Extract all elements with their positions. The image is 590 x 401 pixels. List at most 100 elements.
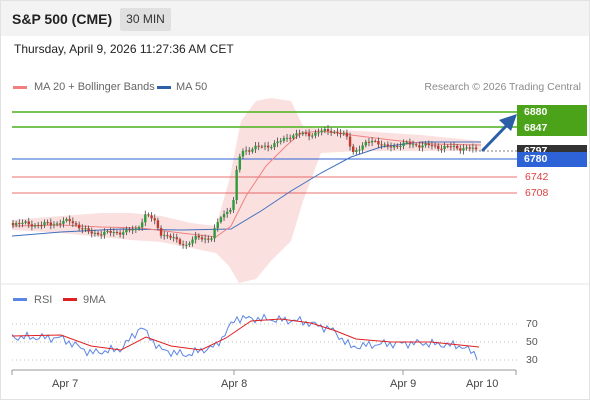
- legend-ma50: MA 50: [176, 81, 208, 93]
- candle-body: [222, 213, 226, 218]
- candle-body: [465, 147, 468, 149]
- rsi-swatch: [13, 298, 27, 301]
- candle-body: [320, 130, 323, 133]
- candle-body: [251, 149, 254, 152]
- x-label-apr10: Apr 10: [466, 378, 499, 390]
- timeframe-button[interactable]: 30 MIN: [120, 8, 171, 31]
- candle-body: [304, 132, 308, 134]
- candle-body: [188, 243, 191, 245]
- candle-body: [185, 244, 188, 246]
- candle-body: [33, 225, 37, 227]
- header-bar: S&P 500 (CME) 30 MIN: [1, 1, 589, 36]
- candle-body: [131, 229, 134, 231]
- candle-body: [459, 148, 462, 151]
- candle-body: [216, 222, 219, 229]
- candle-body: [150, 215, 153, 219]
- ma20-swatch: [13, 86, 27, 89]
- candle-body: [24, 221, 27, 223]
- candle-body: [399, 146, 402, 148]
- candle-body: [166, 235, 169, 237]
- candle-body: [396, 145, 399, 147]
- x-label-apr9: Apr 9: [390, 378, 417, 390]
- candle-body: [244, 150, 248, 152]
- candle-body: [430, 145, 434, 147]
- candle-body: [65, 218, 68, 221]
- candle-body: [389, 146, 393, 148]
- candle-body: [191, 239, 194, 244]
- candle-body: [71, 221, 75, 224]
- candle-body: [455, 145, 459, 149]
- candle-body: [100, 234, 103, 236]
- instrument-title: S&P 500 (CME): [12, 11, 113, 27]
- candle-body: [405, 142, 408, 144]
- candle-body: [449, 146, 453, 148]
- candle-body: [311, 135, 314, 137]
- candle-body: [241, 150, 245, 157]
- candle-body: [93, 232, 97, 234]
- candle-body: [421, 145, 424, 148]
- legend-rsi: RSI: [34, 294, 53, 306]
- candle-body: [402, 142, 405, 147]
- candle-body: [348, 136, 352, 147]
- candle-body: [443, 146, 446, 150]
- candle-body: [333, 131, 336, 133]
- candle-body: [364, 141, 367, 146]
- candle-body: [109, 231, 112, 233]
- candle-body: [27, 221, 30, 225]
- candle-body: [159, 228, 163, 236]
- candle-body: [14, 223, 18, 226]
- candle-body: [37, 225, 40, 227]
- candle-body: [408, 142, 412, 145]
- candle-body: [418, 145, 421, 148]
- candle-body: [301, 132, 304, 135]
- candle-body: [235, 169, 238, 201]
- candle-body: [232, 200, 235, 210]
- candle-body: [323, 128, 327, 131]
- rsi-tick-70: 70: [526, 318, 538, 330]
- candle-body: [210, 238, 213, 240]
- candle-body: [383, 144, 386, 146]
- candle-body: [200, 237, 204, 240]
- candle-body: [279, 140, 282, 142]
- candle-body: [386, 144, 390, 147]
- ma50-swatch: [157, 86, 171, 89]
- candle-body: [424, 143, 427, 146]
- rsi-ma-swatch: [63, 298, 77, 301]
- x-label-apr8: Apr 8: [221, 378, 248, 390]
- candle-body: [415, 144, 418, 146]
- candle-body: [203, 238, 207, 240]
- level-label-s1: 6742: [525, 171, 549, 183]
- level-label-r1: 6847: [517, 120, 587, 136]
- candle-body: [374, 140, 377, 142]
- candle-body: [370, 140, 374, 143]
- candle-body: [106, 231, 109, 233]
- candle-body: [125, 229, 128, 233]
- candle-body: [248, 150, 251, 152]
- candle-body: [345, 132, 349, 137]
- candle-body: [181, 244, 185, 246]
- candle-body: [266, 145, 270, 148]
- candle-body: [77, 224, 81, 229]
- candle-body: [30, 224, 34, 227]
- candle-body: [156, 220, 160, 229]
- candle-body: [55, 223, 59, 225]
- candle-body: [197, 235, 201, 238]
- candle-body: [361, 145, 364, 150]
- candle-body: [392, 145, 396, 148]
- candle-body: [282, 138, 286, 141]
- candle-body: [257, 145, 260, 147]
- candle-body: [263, 145, 267, 147]
- candle-body: [446, 146, 449, 148]
- candle-body: [163, 235, 166, 237]
- candle-body: [147, 214, 150, 216]
- level-label-last: 6797: [517, 145, 587, 152]
- legend-rsi-ma: 9MA: [83, 294, 106, 306]
- candle-body: [68, 218, 71, 222]
- candle-body: [276, 141, 279, 144]
- candle-body: [43, 222, 46, 226]
- candle-body: [74, 223, 78, 225]
- candle-body: [314, 132, 317, 136]
- credit-text: Research © 2026 Trading Central: [424, 81, 581, 93]
- candle-body: [112, 232, 115, 234]
